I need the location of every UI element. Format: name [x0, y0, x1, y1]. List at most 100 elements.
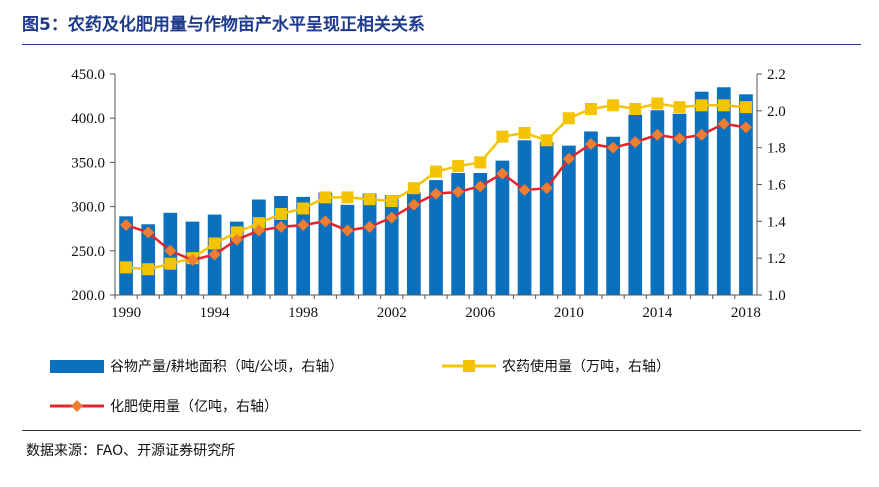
pesticide-point-1995 [230, 226, 243, 239]
right-tick-label: 1.6 [767, 178, 786, 194]
legend-item-fertilizer: 化肥使用量（亿吨，右轴） [50, 396, 278, 416]
fertilizer-point-2007 [496, 167, 509, 180]
bar-1997 [274, 195, 288, 295]
pesticide-point-1991 [142, 263, 155, 276]
fertilizer-point-2006 [474, 180, 487, 193]
bar-2010 [561, 145, 576, 295]
figure-title: 图5：农药及化肥用量与作物亩产水平呈现正相关关系 [22, 15, 425, 35]
bar-2003 [406, 192, 421, 295]
fertilizer-point-2011 [584, 137, 597, 150]
fertilizer-point-2003 [407, 198, 420, 211]
left-tick-label: 300.0 [71, 200, 105, 216]
combo-chart: 200.0 250.0 300.0 350.0 400.0 450.0 1.0 1.2 1.4 1… [71, 67, 786, 321]
legend-swatch-bar [50, 359, 104, 373]
source-divider [22, 430, 861, 431]
x-tick-label: 2014 [642, 305, 673, 321]
bar-1990 [119, 216, 133, 295]
fertilizer-point-1997 [275, 220, 288, 233]
pesticide-point-1996 [252, 217, 265, 230]
x-tick-label: 1994 [200, 305, 231, 321]
fertilizer-point-2015 [673, 132, 686, 145]
x-tick-label: 1990 [111, 305, 141, 321]
bar-2017 [716, 87, 731, 295]
pesticide-point-2004 [430, 165, 442, 178]
legend-swatch-fertilizer [50, 400, 104, 412]
pesticide-point-2013 [629, 102, 642, 115]
fertilizer-point-2004 [430, 187, 442, 200]
legend-label-fertilizer: 化肥使用量（亿吨，右轴） [110, 399, 278, 415]
pesticide-point-2016 [695, 99, 708, 112]
fertilizer-point-2000 [341, 224, 354, 237]
left-tick-label: 200.0 [71, 288, 105, 304]
pesticide-point-2018 [739, 101, 752, 114]
bar-2005 [451, 173, 466, 295]
pesticide-point-2012 [607, 99, 620, 112]
left-tick-label: 350.0 [71, 155, 105, 171]
chart-area: 200.0 250.0 300.0 350.0 400.0 450.0 1.0 1.2 1.4 1… [0, 50, 879, 350]
right-tick-label: 1.4 [767, 214, 786, 230]
fertilizer-point-1994 [208, 248, 221, 261]
bar-2004 [429, 180, 443, 295]
pesticide-point-1994 [208, 237, 221, 250]
right-tick-label: 1.8 [767, 141, 786, 157]
x-tick-label: 2002 [377, 305, 407, 321]
pesticide-point-1990 [120, 261, 133, 274]
right-tick-label: 2.2 [767, 67, 786, 83]
chart-legend: 谷物产量/耕地面积（吨/公顷，右轴） 农药使用量（万吨，右轴） 化肥使用量（亿吨… [50, 356, 850, 426]
pesticide-point-2014 [651, 97, 664, 110]
x-tick-label: 1998 [288, 305, 318, 321]
pesticide-point-2009 [540, 134, 553, 147]
bar-2015 [672, 113, 687, 295]
bar-2013 [628, 114, 643, 295]
fertilizer-point-1999 [319, 215, 332, 228]
fertilizer-point-2013 [629, 136, 642, 149]
bar-2002 [384, 195, 399, 295]
pesticide-point-2002 [385, 195, 398, 208]
bar-2000 [340, 204, 355, 295]
pesticide-point-2008 [518, 126, 531, 139]
legend-item-pesticide: 农药使用量（万吨，右轴） [442, 356, 670, 376]
bar-2011 [584, 131, 598, 295]
fertilizer-point-2018 [739, 121, 752, 134]
pesticide-point-2010 [562, 112, 575, 125]
right-tick-label: 1.0 [767, 288, 786, 304]
bar-2007 [495, 160, 510, 295]
fertilizer-point-1991 [142, 226, 155, 239]
data-source-note: 数据来源：FAO、开源证券研究所 [26, 443, 236, 459]
bar-2012 [606, 136, 620, 295]
pesticide-point-2003 [407, 182, 420, 195]
fertilizer-point-2005 [452, 185, 465, 198]
left-tick-label: 450.0 [71, 67, 105, 83]
x-tick-label: 2010 [554, 305, 584, 321]
fertilizer-point-2001 [363, 220, 376, 233]
pesticide-point-2000 [341, 191, 354, 204]
bar-1991 [141, 224, 156, 295]
bar-2014 [650, 110, 665, 295]
bar-1996 [252, 199, 266, 295]
pesticide-point-1992 [164, 257, 177, 270]
fertilizer-point-1996 [252, 224, 265, 237]
bar-1998 [296, 196, 311, 295]
bar-2009 [539, 142, 554, 295]
pesticide-point-2015 [673, 101, 686, 114]
fertilizer-point-2010 [562, 152, 575, 165]
right-tick-label: 1.2 [767, 251, 786, 267]
title-divider [22, 44, 861, 45]
fertilizer-point-2017 [717, 117, 730, 130]
bar-2001 [362, 193, 377, 295]
left-tick-label: 250.0 [71, 244, 105, 260]
fertilizer-point-2009 [540, 182, 553, 195]
fertilizer-point-1992 [164, 244, 177, 257]
bar-2008 [517, 140, 532, 295]
fertilizer-point-2014 [651, 128, 664, 141]
pesticide-point-1997 [275, 207, 288, 220]
fertilizer-point-1995 [230, 233, 243, 246]
legend-item-grain-yield: 谷物产量/耕地面积（吨/公顷，右轴） [50, 356, 343, 376]
x-tick-label: 2006 [465, 305, 496, 321]
pesticide-point-2017 [717, 99, 730, 112]
x-tick-label: 2018 [731, 305, 761, 321]
right-tick-label: 2.0 [767, 104, 786, 120]
bar-1999 [318, 192, 333, 295]
fertilizer-point-2012 [607, 141, 620, 154]
fertilizer-point-2016 [695, 128, 708, 141]
